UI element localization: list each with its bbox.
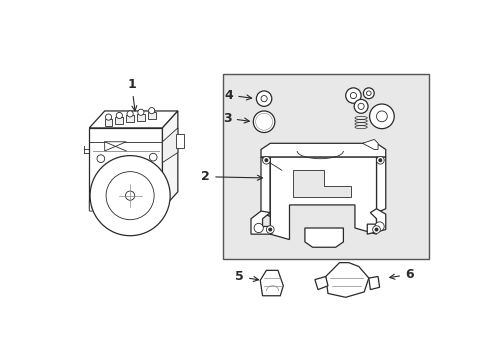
Text: 3: 3 xyxy=(223,112,249,125)
Text: 2: 2 xyxy=(201,170,262,183)
Polygon shape xyxy=(89,111,178,128)
Polygon shape xyxy=(270,157,376,239)
Polygon shape xyxy=(260,270,283,296)
Circle shape xyxy=(154,207,161,213)
Polygon shape xyxy=(261,143,385,157)
Polygon shape xyxy=(104,142,126,151)
Circle shape xyxy=(376,111,386,122)
Text: 4: 4 xyxy=(224,89,251,102)
Circle shape xyxy=(254,223,263,233)
Circle shape xyxy=(378,159,381,162)
Text: 5: 5 xyxy=(235,270,258,283)
Polygon shape xyxy=(305,228,343,247)
Circle shape xyxy=(349,93,356,99)
Circle shape xyxy=(106,172,154,220)
Circle shape xyxy=(374,228,377,231)
Circle shape xyxy=(127,111,133,117)
Text: 1: 1 xyxy=(127,78,137,111)
Polygon shape xyxy=(89,128,162,209)
Circle shape xyxy=(376,156,384,164)
Circle shape xyxy=(138,109,143,115)
Polygon shape xyxy=(137,114,144,121)
Circle shape xyxy=(372,226,380,233)
Polygon shape xyxy=(104,119,112,126)
Polygon shape xyxy=(115,117,123,124)
Circle shape xyxy=(374,222,384,231)
Polygon shape xyxy=(153,206,162,214)
Polygon shape xyxy=(162,111,178,209)
Circle shape xyxy=(353,99,367,113)
Circle shape xyxy=(255,113,272,130)
Polygon shape xyxy=(250,211,271,234)
Bar xyxy=(176,134,183,148)
Polygon shape xyxy=(362,139,377,149)
Polygon shape xyxy=(147,112,155,119)
Circle shape xyxy=(148,108,154,114)
Circle shape xyxy=(262,156,270,164)
Polygon shape xyxy=(325,263,368,297)
Circle shape xyxy=(90,156,170,236)
Circle shape xyxy=(105,114,111,120)
Circle shape xyxy=(357,103,364,109)
Circle shape xyxy=(264,159,267,162)
Circle shape xyxy=(253,111,274,132)
Circle shape xyxy=(125,191,135,200)
Circle shape xyxy=(266,226,274,233)
Circle shape xyxy=(257,116,270,128)
Polygon shape xyxy=(162,128,178,163)
Circle shape xyxy=(363,88,373,99)
Polygon shape xyxy=(126,116,134,122)
Polygon shape xyxy=(293,170,350,197)
Polygon shape xyxy=(261,157,270,216)
Bar xyxy=(222,74,428,259)
Circle shape xyxy=(345,88,360,103)
Circle shape xyxy=(97,155,104,163)
Circle shape xyxy=(91,203,98,210)
Polygon shape xyxy=(366,209,385,234)
Polygon shape xyxy=(376,157,385,213)
Circle shape xyxy=(268,228,271,231)
Polygon shape xyxy=(89,201,101,211)
Circle shape xyxy=(149,153,157,161)
Polygon shape xyxy=(314,276,327,289)
Circle shape xyxy=(256,91,271,106)
Circle shape xyxy=(369,104,393,129)
Circle shape xyxy=(366,91,370,95)
Polygon shape xyxy=(368,276,379,289)
Circle shape xyxy=(116,112,122,118)
Circle shape xyxy=(261,95,266,102)
Text: 6: 6 xyxy=(389,268,413,281)
